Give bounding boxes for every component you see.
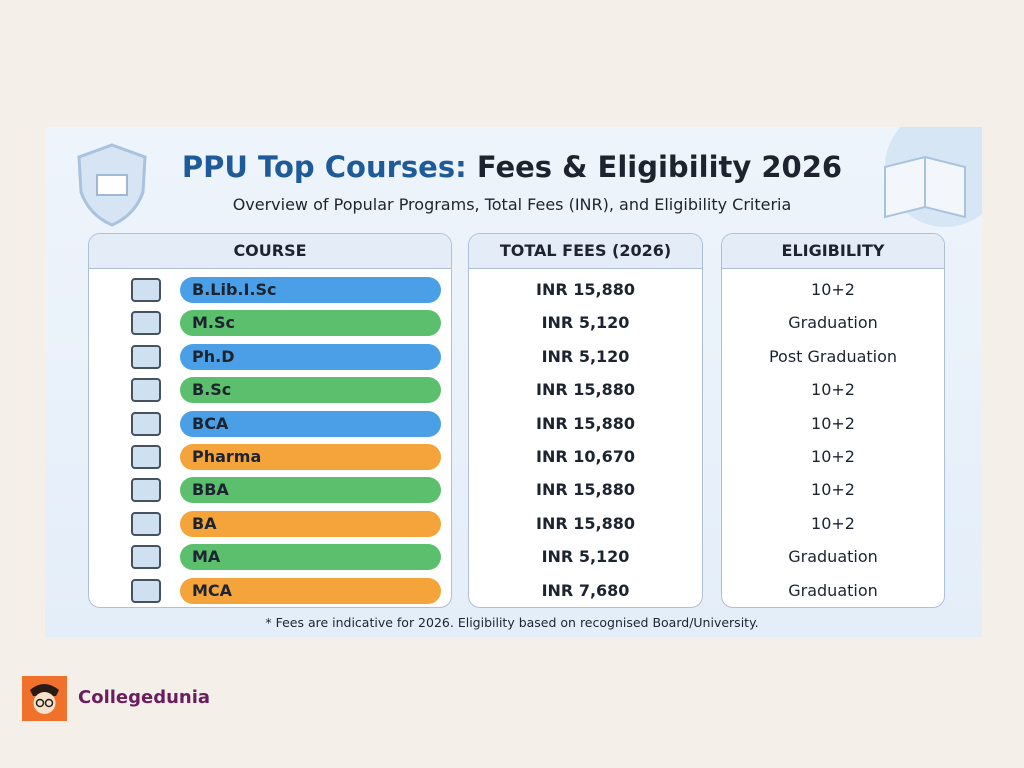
fee-cell: INR 15,880 — [536, 413, 635, 433]
footnote: * Fees are indicative for 2026. Eligibil… — [265, 615, 759, 630]
course-pill: B.Sc — [180, 377, 441, 404]
logo — [22, 676, 67, 721]
course-pill: B.Lib.I.Sc — [180, 277, 441, 303]
course-icon — [131, 445, 161, 469]
book-icon — [884, 127, 982, 227]
eligibility-cell: 10+2 — [811, 280, 855, 299]
course-pill: Pharma — [180, 444, 441, 470]
title-rest: Fees & Eligibility 2026 — [476, 150, 843, 184]
course-icon — [131, 344, 161, 369]
course-pill: M.Sc — [180, 310, 441, 337]
fee-cell: INR 7,680 — [541, 580, 630, 600]
subtitle: Overview of Popular Programs, Total Fees… — [232, 195, 792, 214]
fee-cell: INR 15,880 — [536, 280, 635, 299]
column-header: TOTAL FEES (2026) — [469, 234, 702, 269]
eligibility-cell: 10+2 — [811, 413, 855, 433]
course-icon — [131, 378, 161, 403]
fee-cell: INR 5,120 — [541, 547, 630, 567]
eligibility-cell: 10+2 — [811, 447, 855, 466]
course-icon — [131, 511, 161, 536]
logo-face — [30, 684, 59, 714]
course-pill: Ph.D — [180, 343, 441, 370]
course-icon — [131, 311, 161, 336]
eligibility-cell: Graduation — [788, 547, 878, 567]
fee-cell: INR 15,880 — [536, 480, 635, 500]
eligibility-cell: 10+2 — [811, 480, 855, 500]
course-icon — [131, 578, 161, 603]
eligibility-cell: Post Graduation — [768, 346, 898, 366]
eligibility-cell: 10+2 — [811, 380, 855, 400]
title-lead: PPU Top Courses: — [181, 150, 467, 184]
column-header: ELIGIBILITY — [722, 234, 944, 269]
fee-cell: INR 15,880 — [536, 380, 635, 400]
fee-cell: INR 5,120 — [541, 346, 630, 366]
course-pill: BCA — [180, 410, 441, 437]
fee-cell: INR 10,670 — [536, 447, 635, 466]
brand: Collegedunia — [78, 687, 211, 708]
eligibility-cell: Graduation — [788, 580, 878, 600]
course-icon — [131, 478, 161, 503]
fee-cell: INR 15,880 — [536, 513, 635, 533]
course-icon — [131, 411, 161, 436]
course-pill: BA — [180, 510, 441, 537]
eligibility-cell: Graduation — [788, 313, 878, 333]
course-pill: MCA — [180, 577, 441, 604]
course-icon — [131, 278, 161, 302]
course-column: COURSE B.Lib.I.Sc M.Sc Ph.D B.Sc BCA Pharma BBA… — [88, 233, 452, 608]
fee-cell: INR 5,120 — [541, 313, 630, 333]
column-header: COURSE — [89, 234, 451, 269]
shield-icon — [77, 143, 147, 227]
course-pill: MA — [180, 544, 441, 571]
title: PPU Top Courses: Fees & Eligibility 2026 — [0, 150, 1024, 184]
course-pill: BBA — [180, 477, 441, 504]
eligibility-column: ELIGIBILITY 10+2 Graduation Post Graduation… — [721, 233, 945, 608]
eligibility-cell: 10+2 — [811, 513, 855, 533]
fees-column: TOTAL FEES (2026) INR 15,880 INR 5,120 INR … — [468, 233, 703, 608]
course-icon — [131, 545, 161, 570]
